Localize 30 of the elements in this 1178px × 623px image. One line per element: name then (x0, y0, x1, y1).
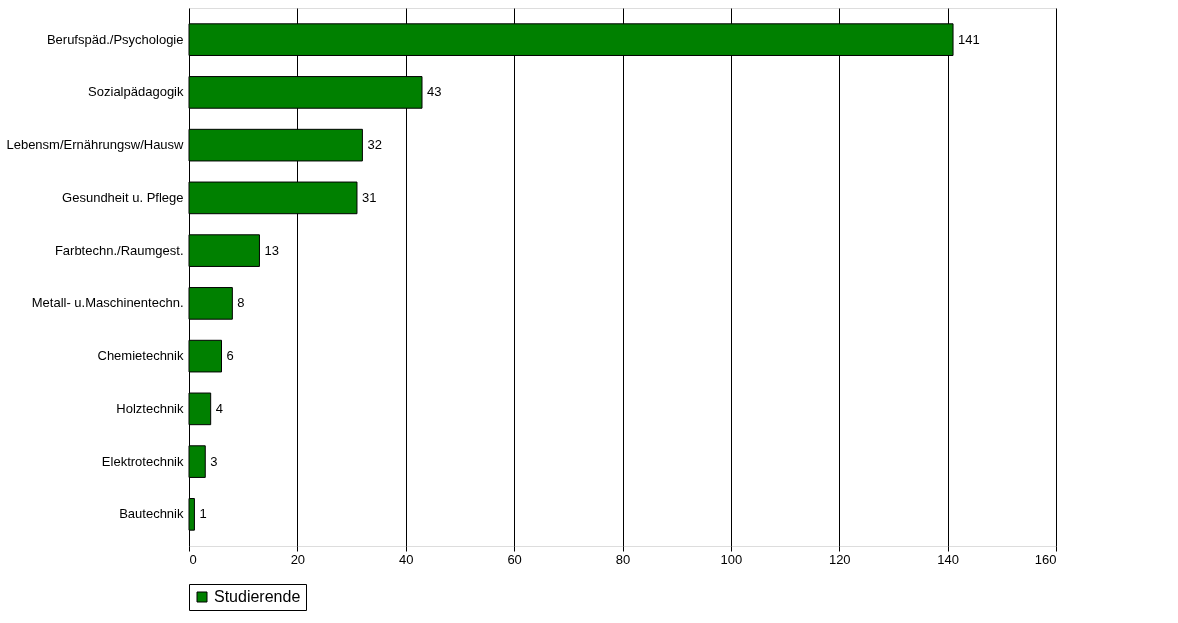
data-label: 141 (958, 31, 980, 47)
y-tick-label: Lebensm/Ernährungsw/Hausw (6, 137, 185, 153)
x-tick-label: 80 (615, 551, 631, 567)
x-tick-label: 100 (720, 551, 743, 567)
y-tick-label: Farbtechn./Raumgest. (54, 242, 184, 258)
data-label: 32 (367, 137, 382, 153)
x-tick-label: 40 (399, 551, 414, 567)
y-tick-label: Gesundheit u. Pflege (62, 189, 184, 205)
y-tick-label: Elektrotechnik (101, 453, 184, 469)
x-tick-label: 20 (290, 551, 306, 567)
data-label: 31 (361, 189, 377, 205)
data-label: 4 (215, 400, 223, 416)
x-tick-label: 0 (189, 551, 197, 567)
data-label: 8 (237, 295, 245, 311)
data-label: 3 (210, 453, 218, 469)
y-tick-label: Chemietechnik (97, 348, 184, 364)
y-tick-label: Holztechnik (116, 400, 184, 416)
y-tick-label: Metall- u.Maschinentechn. (31, 295, 184, 311)
x-tick-label: 160 (1034, 551, 1057, 567)
data-label: 43 (427, 84, 442, 100)
data-label: 13 (264, 242, 279, 258)
x-tick-label: 120 (828, 551, 851, 567)
y-tick-label: Sozialpädagogik (88, 84, 184, 100)
y-tick-label: Berufspäd./Psychologie (46, 31, 184, 47)
data-label: 6 (226, 348, 234, 364)
x-tick-label: 60 (507, 551, 522, 567)
x-tick-label: 140 (937, 551, 959, 567)
y-tick-label: Bautechnik (119, 506, 184, 522)
data-label: 1 (199, 506, 207, 522)
legend-label: Studierende (214, 588, 301, 605)
